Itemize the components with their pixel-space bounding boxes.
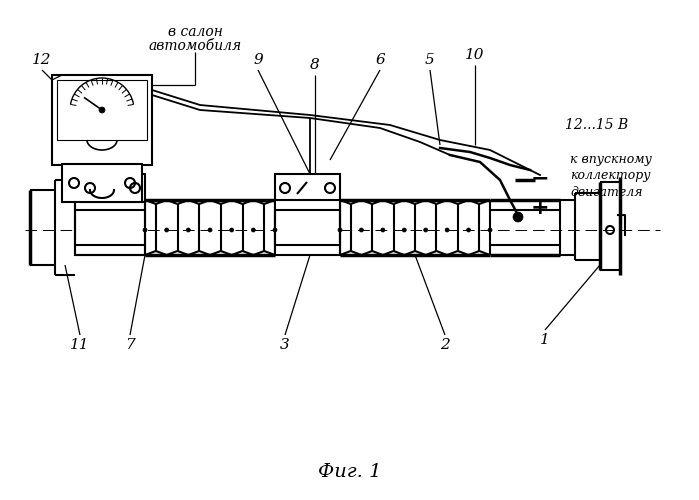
Text: 12...15 В: 12...15 В [565, 118, 628, 132]
Text: двигателя: двигателя [570, 186, 642, 198]
Circle shape [252, 228, 255, 232]
Circle shape [208, 228, 212, 232]
Text: 2: 2 [440, 338, 450, 352]
Circle shape [143, 228, 147, 232]
Bar [275, 200, 340, 255]
Text: 9: 9 [253, 53, 263, 67]
Text: автомобиля: автомобиля [148, 39, 242, 53]
Bar [75, 200, 145, 255]
Bar [62, 164, 142, 202]
Circle shape [381, 228, 385, 232]
Circle shape [466, 228, 470, 232]
Text: в салон: в салон [168, 25, 222, 39]
Bar [57, 80, 147, 140]
Text: 12: 12 [32, 53, 52, 67]
Text: 3: 3 [280, 338, 290, 352]
Text: 7: 7 [125, 338, 135, 352]
Circle shape [445, 228, 449, 232]
Text: 11: 11 [71, 338, 89, 352]
Bar [275, 174, 340, 202]
Text: 6: 6 [375, 53, 385, 67]
Circle shape [273, 228, 277, 232]
Bar [80, 174, 145, 202]
Circle shape [165, 228, 168, 232]
Circle shape [230, 228, 233, 232]
Circle shape [403, 228, 406, 232]
Circle shape [338, 228, 342, 232]
Circle shape [424, 228, 428, 232]
Circle shape [187, 228, 190, 232]
Text: 10: 10 [466, 48, 484, 62]
Circle shape [99, 107, 105, 113]
Circle shape [488, 228, 492, 232]
Text: +: + [531, 198, 549, 218]
Text: 8: 8 [310, 58, 320, 72]
Bar [52, 75, 152, 165]
Circle shape [359, 228, 363, 232]
Text: −: − [531, 168, 549, 188]
Text: коллектору: коллектору [570, 170, 651, 182]
Text: 5: 5 [425, 53, 435, 67]
Text: Фиг. 1: Фиг. 1 [318, 463, 382, 481]
Text: 1: 1 [540, 333, 550, 347]
Circle shape [513, 212, 523, 222]
Text: к впускному: к впускному [570, 154, 652, 166]
